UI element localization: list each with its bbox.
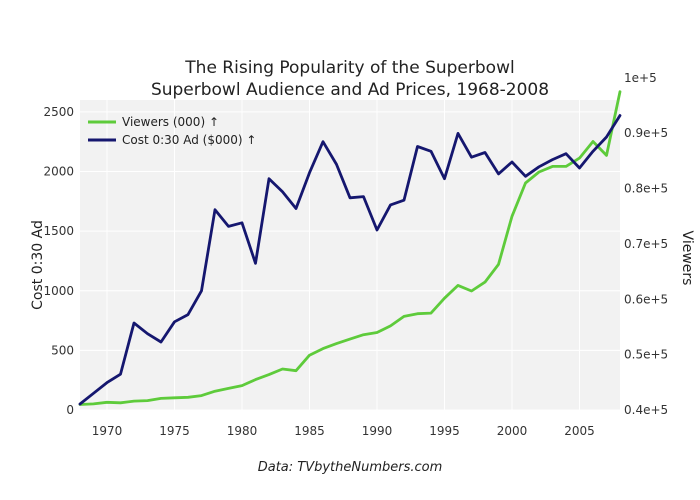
y-right-tick-label-3: 0.7e+5 — [624, 237, 668, 251]
legend-label-ad-cost[interactable]: Cost 0:30 Ad ($000) ↑ — [122, 133, 256, 147]
x-tick-label-0: 1970 — [92, 424, 123, 438]
y-right-tick-label-0: 0.4e+5 — [624, 403, 668, 417]
y-left-tick-label-3: 1500 — [43, 224, 74, 238]
y-left-tick-label-4: 2000 — [43, 165, 74, 179]
series-lines — [78, 90, 622, 406]
y-right-tick-label-4: 0.8e+5 — [624, 182, 668, 196]
y-left-tick-label-5: 2500 — [43, 105, 74, 119]
plot-background — [80, 100, 620, 410]
series-line-ad-cost — [78, 114, 622, 406]
y-left-tick-label-1: 500 — [51, 343, 74, 357]
y-axis-left-label: Cost 0:30 Ad — [30, 220, 46, 310]
legend-label-viewers[interactable]: Viewers (000) ↑ — [122, 115, 219, 129]
y-left-tick-label-2: 1000 — [43, 284, 74, 298]
x-tick-label-4: 1990 — [362, 424, 393, 438]
data-source-note: Data: TVbytheNumbers.com — [258, 460, 443, 475]
x-tick-label-2: 1980 — [227, 424, 258, 438]
legend[interactable]: Viewers (000) ↑ Cost 0:30 Ad ($000) ↑ — [88, 115, 256, 147]
x-tick-label-3: 1985 — [294, 424, 325, 438]
chart-title-line-2: Superbowl Audience and Ad Prices, 1968-2… — [151, 80, 549, 100]
x-tick-label-5: 1995 — [429, 424, 460, 438]
chart-title-line-1: The Rising Popularity of the Superbowl — [184, 58, 514, 78]
x-tick-label-6: 2000 — [497, 424, 528, 438]
grid-lines — [80, 100, 620, 411]
y-right-tick-label-1: 0.5e+5 — [624, 348, 668, 362]
y-right-tick-label-6: 1e+5 — [624, 71, 657, 85]
x-tick-label-1: 1975 — [159, 424, 190, 438]
y-right-tick-label-5: 0.9e+5 — [624, 126, 668, 140]
y-right-tick-label-2: 0.6e+5 — [624, 292, 668, 306]
x-tick-label-7: 2005 — [564, 424, 595, 438]
left-axis-ticks: 0 500 1000 1500 2000 2500 — [43, 105, 74, 417]
y-left-tick-label-0: 0 — [66, 403, 74, 417]
series-line-viewers — [78, 90, 622, 406]
x-axis-ticks: 1970 1975 1980 1985 1990 1995 2000 2005 — [92, 424, 595, 438]
right-axis-ticks: 0.4e+5 0.5e+5 0.6e+5 0.7e+5 0.8e+5 0.9e+5 1e+5 — [624, 71, 668, 417]
y-axis-right-label: Viewers — [679, 231, 695, 286]
